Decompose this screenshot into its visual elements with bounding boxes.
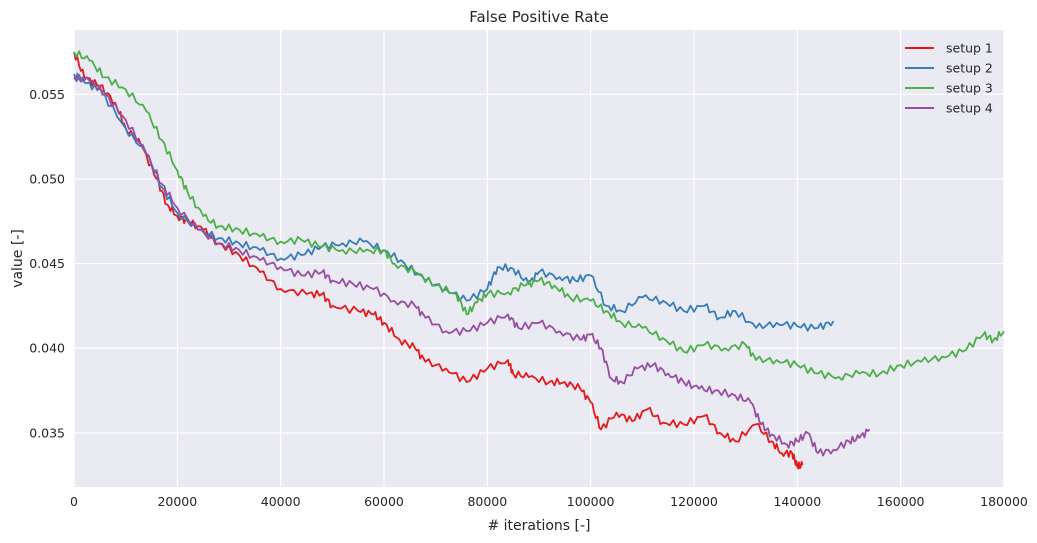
y-axis-label: value [-] [10,229,26,288]
legend-label: setup 1 [946,41,993,56]
y-tick-label: 0.040 [29,341,65,356]
x-tick-label: 100000 [567,494,615,509]
x-tick-label: 180000 [980,494,1028,509]
chart-title: False Positive Rate [469,8,608,26]
grid-lines [73,30,1005,487]
x-tick-label: 140000 [773,494,821,509]
legend-label: setup 4 [946,101,993,116]
x-tick-label: 80000 [467,494,507,509]
x-tick-label: 0 [70,494,78,509]
x-tick-label: 120000 [670,494,718,509]
legend-label: setup 2 [946,61,993,76]
y-tick-labels: 0.035 0.040 0.045 0.050 0.055 [29,87,65,441]
x-tick-label: 160000 [877,494,925,509]
plot-area [74,30,1004,487]
y-tick-label: 0.050 [29,171,65,186]
series-line-setup-4 [73,74,871,457]
y-tick-label: 0.055 [29,87,65,102]
series-line-setup-3 [73,50,1005,381]
legend: setup 1 setup 2 setup 3 setup 4 [905,41,993,116]
x-tick-label: 60000 [364,494,404,509]
legend-label: setup 3 [946,81,993,96]
x-tick-label: 20000 [157,494,197,509]
x-axis-label: # iterations [-] [487,518,590,534]
x-tick-labels: 0 20000 40000 60000 80000 100000 120000 140000 1… [70,494,1028,509]
y-tick-label: 0.035 [29,425,65,440]
y-tick-label: 0.045 [29,256,65,271]
series-group [73,50,1005,470]
series-line-setup-1 [73,51,804,470]
x-tick-label: 40000 [261,494,301,509]
